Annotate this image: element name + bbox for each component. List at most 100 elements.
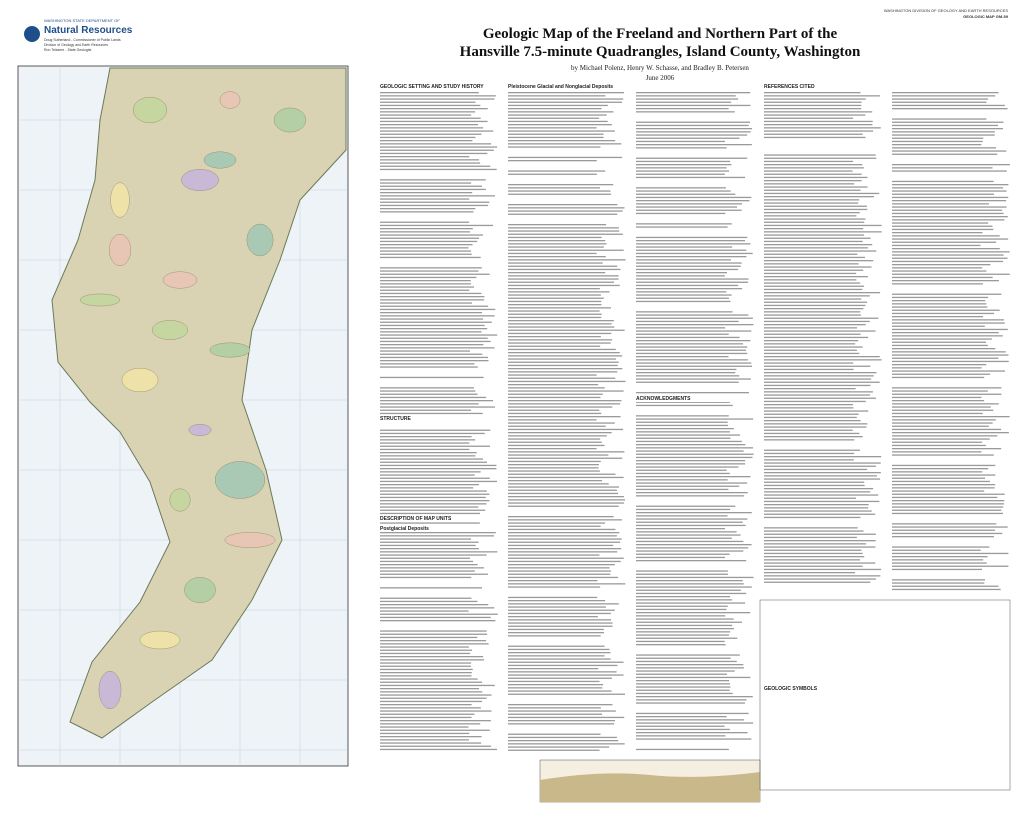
text-line — [380, 723, 481, 725]
text-line — [380, 353, 483, 355]
text-line — [380, 324, 485, 327]
text-line — [508, 358, 616, 360]
text-line — [508, 746, 610, 748]
text-line — [380, 493, 490, 495]
text-line — [508, 486, 620, 488]
text-line — [508, 522, 606, 524]
text-line — [380, 576, 472, 579]
text-line — [892, 441, 983, 443]
text-line — [636, 404, 733, 407]
text-line — [380, 564, 478, 566]
text-line — [508, 310, 600, 312]
text-line — [764, 388, 856, 390]
text-line — [764, 192, 880, 195]
text-line — [508, 419, 597, 421]
text-line — [636, 320, 739, 323]
text-line — [892, 216, 1008, 218]
text-line — [892, 303, 987, 305]
text-line — [636, 676, 751, 679]
text-line — [380, 140, 473, 142]
text-line — [380, 442, 470, 444]
text-line — [508, 464, 599, 466]
text-line — [892, 512, 1004, 515]
text-line — [892, 468, 989, 470]
text-line — [380, 224, 494, 227]
text-line — [508, 451, 625, 453]
text-line — [636, 488, 729, 491]
text-line — [636, 311, 733, 313]
text-line — [892, 270, 987, 272]
text-line — [380, 613, 498, 615]
text-line — [636, 712, 749, 715]
text-line — [764, 352, 860, 355]
section-heading: REFERENCES CITED — [764, 84, 815, 90]
text-line — [764, 491, 871, 493]
text-line — [508, 671, 617, 673]
text-line — [636, 200, 750, 202]
text-line — [764, 272, 857, 275]
text-line — [380, 652, 471, 655]
text-line — [892, 546, 990, 548]
text-line — [892, 164, 1010, 166]
data-table — [759, 599, 1011, 791]
text-line — [508, 661, 624, 663]
text-line — [508, 403, 621, 405]
text-line — [764, 465, 876, 467]
text-line — [508, 336, 601, 338]
text-line — [380, 640, 487, 642]
text-line — [764, 413, 859, 415]
text-line — [636, 134, 748, 136]
text-line — [892, 474, 996, 476]
text-line — [636, 160, 731, 163]
text-line — [380, 432, 485, 435]
text-line — [764, 292, 881, 294]
text-line — [764, 218, 866, 220]
text-line — [892, 209, 1003, 211]
text-line — [764, 317, 879, 319]
text-line — [380, 231, 471, 233]
text-line — [636, 249, 747, 251]
text-line — [380, 111, 476, 113]
text-line — [892, 500, 1005, 502]
text-line — [636, 101, 732, 103]
text-line — [508, 707, 601, 709]
text-line — [892, 493, 1005, 495]
text-line — [508, 467, 599, 469]
heading-bg — [764, 83, 882, 90]
text-line — [892, 312, 995, 315]
text-line — [508, 300, 602, 303]
text-line — [892, 335, 1003, 337]
text-line — [508, 668, 599, 670]
text-line — [636, 673, 727, 675]
text-line — [764, 432, 860, 435]
text-line — [892, 219, 1005, 221]
text-line — [508, 326, 615, 328]
text-line — [380, 490, 487, 492]
text-line — [636, 476, 751, 478]
text-line — [892, 484, 996, 486]
text-line — [636, 637, 738, 639]
text-line — [508, 190, 611, 192]
map-unit — [169, 488, 191, 512]
text-line — [380, 308, 496, 311]
text-line — [508, 213, 618, 215]
text-line — [892, 98, 989, 100]
text-line — [508, 680, 600, 683]
text-line — [380, 406, 495, 408]
text-line — [380, 159, 480, 161]
text-line — [764, 231, 882, 233]
text-line — [764, 127, 881, 129]
text-line — [508, 693, 625, 695]
text-line — [636, 440, 742, 443]
text-line — [380, 95, 496, 97]
text-line — [380, 452, 477, 454]
text-line — [380, 101, 476, 103]
text-line — [764, 340, 859, 342]
text-line — [508, 207, 625, 209]
text-line — [892, 351, 1006, 353]
text-line — [508, 525, 601, 527]
text-line — [380, 607, 495, 609]
map-unit — [152, 320, 188, 340]
text-line — [764, 173, 862, 175]
text-line — [892, 228, 994, 231]
